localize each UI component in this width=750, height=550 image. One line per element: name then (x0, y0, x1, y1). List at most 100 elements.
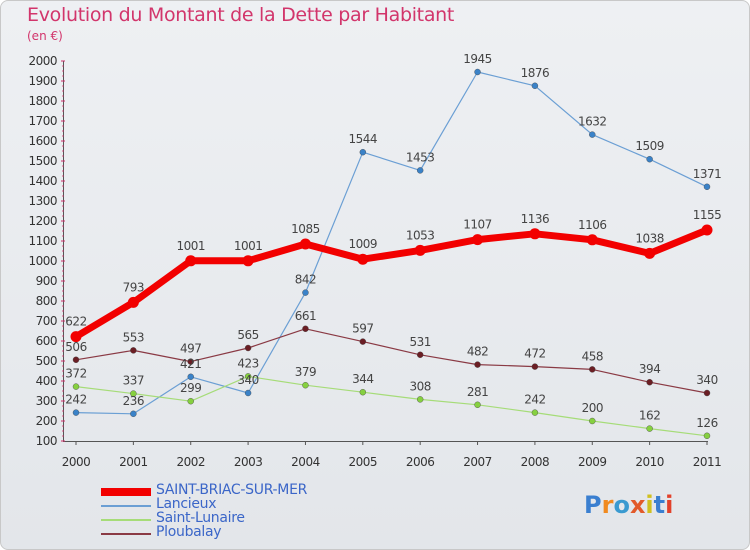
data-label-saint-lunaire: 423 (237, 356, 258, 370)
data-point-ploubalay (531, 363, 539, 370)
data-label-lancieux: 1509 (635, 139, 664, 153)
data-point-saint-briac-sur-mer (70, 331, 82, 343)
x-tick-label: 2007 (463, 455, 492, 469)
y-tick-label: 1900 (28, 74, 57, 88)
data-point-saint-lunaire (531, 409, 539, 416)
data-label-saint-briac-sur-mer: 1001 (176, 239, 205, 253)
data-label-lancieux: 1945 (463, 52, 492, 66)
data-point-lancieux (474, 68, 481, 76)
data-point-saint-briac-sur-mer (299, 238, 311, 250)
y-tick-label: 100 (36, 434, 57, 448)
data-point-saint-briac-sur-mer (357, 253, 369, 265)
data-point-lancieux (416, 167, 424, 174)
data-label-saint-lunaire: 372 (65, 367, 86, 381)
data-point-ploubalay (646, 379, 653, 386)
data-point-lancieux (531, 82, 539, 90)
data-point-saint-lunaire (359, 389, 367, 396)
data-label-saint-lunaire: 162 (639, 409, 660, 423)
data-label-saint-lunaire: 344 (352, 372, 373, 386)
data-label-saint-briac-sur-mer: 1053 (406, 228, 435, 242)
series-line-saint-briac-sur-mer (72, 226, 711, 341)
y-tick-label: 1800 (28, 94, 57, 108)
data-point-lancieux (244, 389, 252, 397)
data-point-ploubalay (703, 389, 711, 397)
y-tick-label: 1400 (28, 174, 57, 188)
data-point-saint-lunaire (187, 398, 194, 405)
logo-letter: i (645, 491, 654, 519)
data-label-saint-lunaire: 281 (467, 385, 488, 399)
x-tick-label: 2011 (693, 455, 722, 469)
data-point-saint-briac-sur-mer (414, 244, 426, 256)
data-point-ploubalay (302, 325, 309, 332)
legend-swatch (101, 505, 151, 507)
data-label-lancieux: 1453 (406, 150, 435, 164)
data-label-saint-lunaire: 126 (696, 416, 717, 430)
data-point-ploubalay (474, 361, 481, 368)
logo-letter: P (584, 491, 602, 519)
data-label-ploubalay: 661 (295, 309, 316, 323)
x-tick-label: 2006 (406, 455, 435, 469)
data-label-saint-lunaire: 242 (524, 393, 545, 407)
y-tick-label: 2000 (28, 54, 57, 68)
data-label-lancieux: 1876 (521, 66, 550, 80)
data-label-lancieux: 421 (180, 357, 201, 371)
x-tick-label: 2005 (349, 455, 378, 469)
data-point-lancieux (589, 131, 596, 138)
data-point-saint-briac-sur-mer (242, 255, 254, 267)
data-point-lancieux (187, 373, 194, 380)
data-point-ploubalay (589, 366, 596, 373)
y-tick-label: 1300 (28, 194, 57, 208)
x-tick-label: 2000 (62, 455, 91, 469)
data-point-lancieux (646, 155, 653, 163)
legend-swatch (101, 519, 151, 521)
data-label-saint-lunaire: 299 (180, 381, 201, 395)
y-tick-label: 800 (36, 294, 57, 308)
data-label-lancieux: 1544 (349, 132, 378, 146)
logo-letter: i (665, 491, 674, 519)
data-label-saint-briac-sur-mer: 1106 (578, 218, 607, 232)
logo-letter: x (629, 491, 646, 519)
data-point-lancieux (72, 409, 80, 416)
data-label-lancieux: 1371 (693, 167, 722, 181)
data-point-saint-briac-sur-mer (644, 247, 656, 259)
x-tick-label: 2004 (291, 455, 320, 469)
data-point-ploubalay (187, 358, 194, 365)
data-label-saint-briac-sur-mer: 793 (123, 280, 144, 294)
data-label-lancieux: 1632 (578, 115, 607, 129)
y-tick-label: 1600 (28, 134, 57, 148)
legend-label: Lancieux (156, 496, 217, 512)
x-tick-label: 2001 (119, 455, 148, 469)
legend-swatch (101, 488, 151, 496)
data-point-saint-lunaire (703, 432, 711, 439)
data-label-saint-briac-sur-mer: 1001 (234, 239, 263, 253)
data-label-ploubalay: 497 (180, 342, 201, 356)
data-label-saint-briac-sur-mer: 622 (65, 315, 86, 329)
data-label-lancieux: 242 (65, 393, 86, 407)
legend-label: Ploubalay (156, 524, 222, 540)
y-tick-label: 200 (36, 414, 57, 428)
data-label-ploubalay: 394 (639, 362, 660, 376)
data-label-saint-lunaire: 200 (582, 401, 603, 415)
data-label-ploubalay: 482 (467, 345, 488, 359)
legend-swatch (101, 533, 151, 535)
data-point-saint-briac-sur-mer (701, 224, 713, 236)
unit-label: (en €) (27, 29, 63, 43)
x-tick-label: 2010 (635, 455, 664, 469)
logo-letter: r (601, 491, 614, 519)
data-label-ploubalay: 597 (352, 322, 373, 336)
logo-letter: o (613, 491, 630, 519)
data-point-ploubalay (130, 347, 137, 354)
y-tick-label: 1000 (28, 254, 57, 268)
data-label-saint-briac-sur-mer: 1155 (693, 208, 722, 222)
y-tick-label: 500 (36, 354, 57, 368)
data-point-ploubalay (359, 338, 367, 345)
data-label-ploubalay: 553 (123, 330, 144, 344)
data-point-lancieux (130, 410, 137, 417)
data-point-ploubalay (244, 344, 252, 352)
data-label-saint-lunaire: 308 (409, 379, 430, 393)
series-line-saint-lunaire (75, 375, 708, 437)
data-label-saint-briac-sur-mer: 1107 (463, 218, 492, 232)
data-point-saint-briac-sur-mer (586, 234, 598, 246)
data-point-saint-briac-sur-mer (127, 296, 139, 308)
